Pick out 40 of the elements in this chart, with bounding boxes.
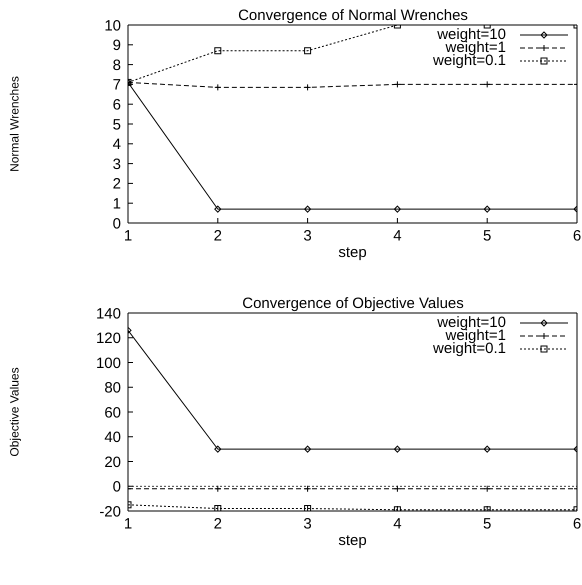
- x-tick-label: 6: [572, 228, 582, 245]
- x-tick-label: 2: [214, 228, 222, 245]
- y-axis-title: Objective Values: [7, 367, 22, 457]
- x-tick-label: 1: [124, 516, 132, 533]
- y-tick-label: 0: [112, 478, 121, 496]
- legend-label: weight=10: [437, 314, 506, 331]
- chart-title: Convergence of Objective Values: [241, 295, 465, 312]
- x-tick-label: 5: [483, 516, 492, 533]
- y-tick-label: 5: [112, 116, 121, 134]
- y-tick-label: 4: [112, 136, 121, 154]
- y-tick-label: 60: [104, 404, 121, 422]
- y-tick-label: 3: [112, 156, 121, 173]
- x-tick-label: 3: [303, 516, 312, 533]
- y-axis-title: Normal Wrenches: [7, 76, 22, 172]
- y-tick-label: 8: [112, 56, 121, 74]
- y-tick-label: 10: [104, 17, 121, 34]
- y-tick-label: 80: [104, 380, 121, 397]
- x-axis-title: step: [338, 244, 367, 261]
- x-tick-label: 3: [303, 228, 312, 245]
- chart-title: Convergence of Normal Wrenches: [237, 7, 469, 24]
- y-tick-label: 1: [112, 196, 121, 213]
- y-tick-label: 20: [104, 454, 121, 471]
- y-tick-label: 140: [96, 305, 121, 322]
- y-tick-label: 7: [112, 76, 121, 94]
- y-tick-label: 0: [112, 215, 121, 232]
- x-tick-label: 4: [393, 516, 402, 533]
- x-tick-label: 2: [214, 516, 222, 533]
- y-tick-label: 6: [112, 96, 121, 114]
- y-tick-label: 40: [104, 429, 121, 446]
- y-tick-label: 2: [112, 176, 121, 193]
- x-axis-title: step: [338, 532, 367, 549]
- y-tick-label: -20: [99, 503, 121, 520]
- x-tick-label: 4: [393, 228, 402, 245]
- legend-label: weight=10: [437, 26, 506, 43]
- x-tick-label: 5: [483, 228, 492, 245]
- y-tick-label: 120: [96, 330, 121, 348]
- x-tick-label: 6: [572, 516, 582, 533]
- y-tick-label: 100: [96, 354, 121, 372]
- y-tick-label: 9: [112, 37, 121, 54]
- x-tick-label: 1: [124, 228, 132, 245]
